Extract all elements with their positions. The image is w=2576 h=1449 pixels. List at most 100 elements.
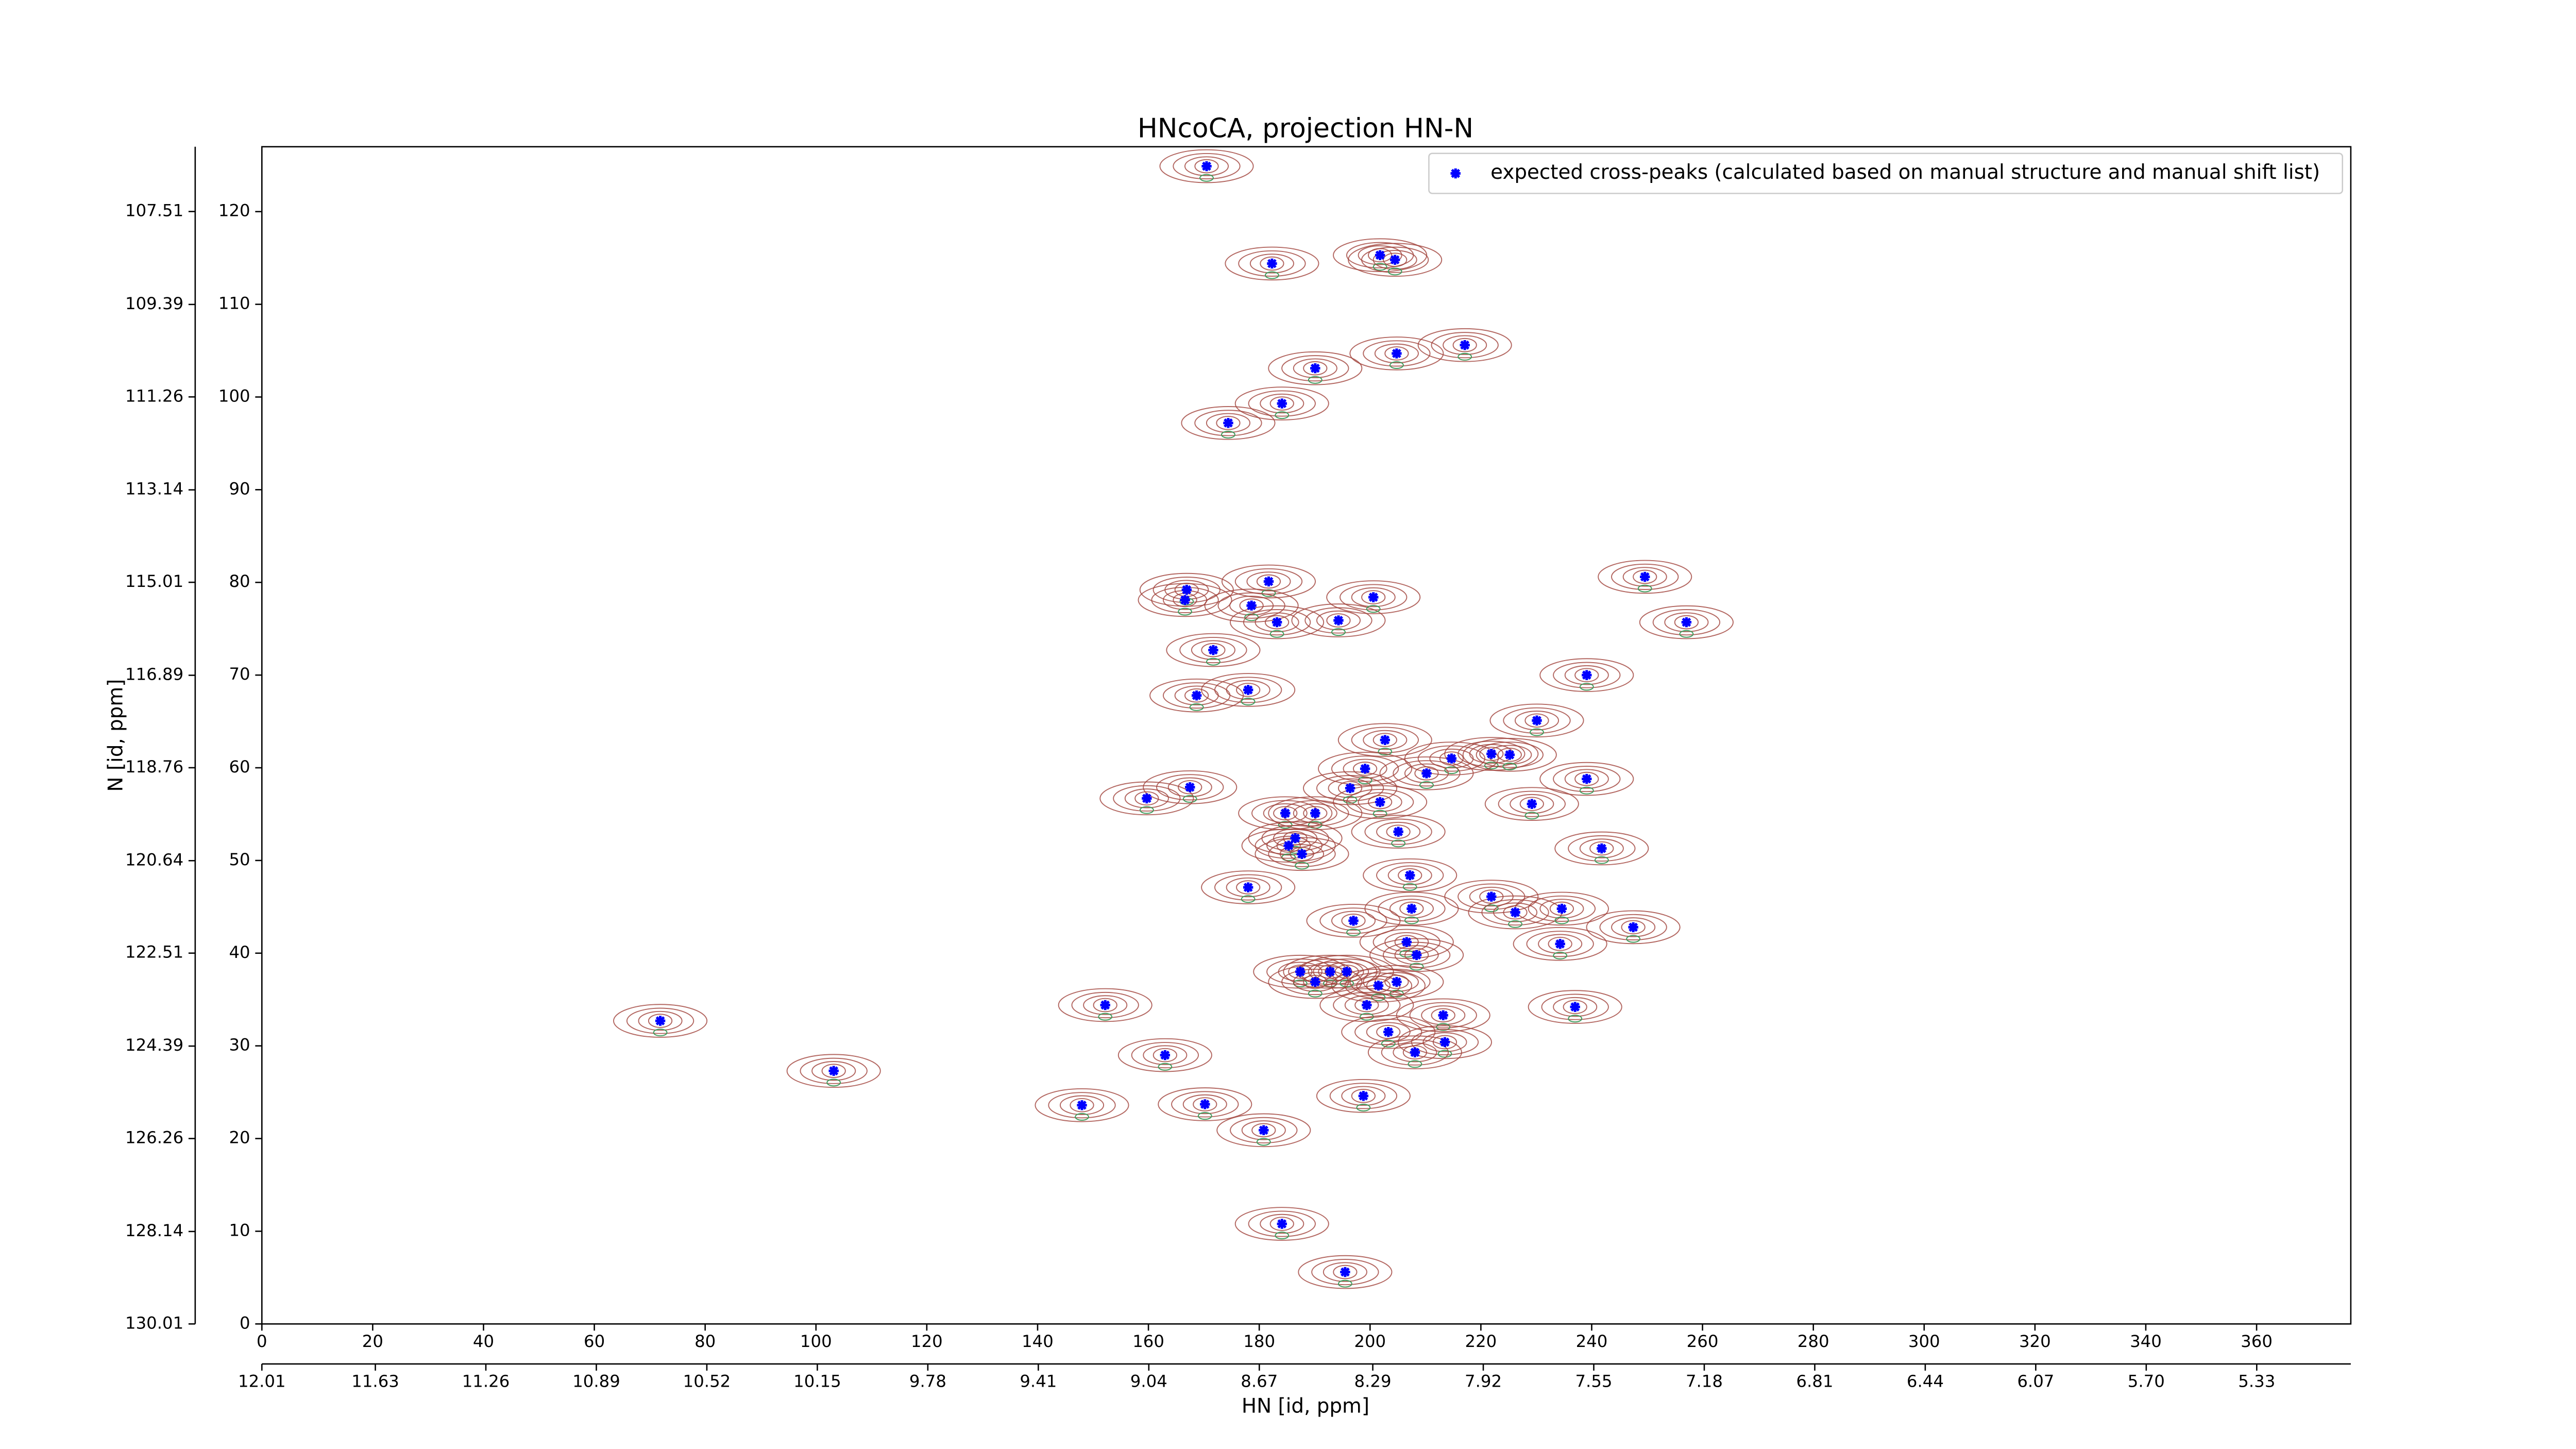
- peak-contour: [1181, 406, 1276, 440]
- x2-tick-label: 5.33: [2238, 1372, 2275, 1391]
- peak-contour: [1514, 711, 1560, 731]
- peak-marker: [1486, 749, 1497, 759]
- y2-tick-label: 130.01: [125, 1313, 183, 1333]
- y2-tick-label: 115.01: [125, 571, 183, 591]
- peak-contour: [1443, 335, 1487, 355]
- peak-marker: [1280, 808, 1291, 818]
- peak-contour: [1462, 737, 1557, 772]
- peak-contour-neg: [1391, 839, 1406, 848]
- peak-contour-neg: [1275, 411, 1290, 419]
- peak-contour: [1178, 780, 1202, 795]
- y2-tick-label: 118.76: [125, 757, 183, 777]
- peak-contour: [1539, 658, 1634, 692]
- peak-contour: [1159, 149, 1254, 183]
- peak-contour: [1255, 832, 1323, 859]
- peak-marker: [1191, 690, 1202, 701]
- contour-layer: [613, 149, 1734, 1289]
- peak-contour: [1548, 936, 1572, 951]
- peak-contour: [1564, 769, 1609, 789]
- peak-contour: [1249, 254, 1294, 274]
- peak-contour: [1376, 862, 1444, 889]
- x2-tick-label: 9.41: [1020, 1372, 1057, 1391]
- peak-contour-neg: [1508, 920, 1522, 928]
- peak-contour: [1182, 1094, 1227, 1115]
- y2-tick-label: 122.51: [125, 942, 183, 962]
- peak-contour: [1221, 564, 1316, 599]
- peak-contour: [800, 1057, 868, 1084]
- peak-contour: [1268, 965, 1363, 999]
- peak-contour: [1539, 762, 1634, 796]
- peak-contour: [1361, 590, 1386, 604]
- peak-contour: [1586, 910, 1681, 945]
- peak-contour-neg: [1626, 935, 1641, 943]
- peak-contour: [1153, 1048, 1177, 1063]
- peak-marker: [1582, 670, 1592, 680]
- y-tick-label: 110: [218, 294, 250, 313]
- peak-contour-neg: [1295, 862, 1309, 870]
- peak-contour: [1236, 683, 1261, 697]
- peak-contour: [1374, 343, 1419, 364]
- peak-contour: [1226, 680, 1270, 700]
- peak-contour: [1379, 756, 1474, 790]
- peak-marker: [1272, 617, 1282, 628]
- y-axis-label: N [id, ppm]: [104, 679, 127, 792]
- peak-contour-neg: [1241, 895, 1256, 903]
- peak-contour: [1344, 972, 1413, 999]
- peak-marker: [1310, 363, 1320, 374]
- peak-contour: [1329, 1083, 1398, 1109]
- peak-contour: [1248, 1210, 1316, 1237]
- peak-marker: [1181, 584, 1192, 595]
- peak-contour: [1622, 567, 1667, 587]
- peak-contour: [1193, 1097, 1217, 1111]
- peak-contour: [1389, 899, 1434, 919]
- x2-tick-label: 10.15: [793, 1372, 841, 1391]
- peak-marker: [1368, 592, 1379, 602]
- peak-contour: [1340, 584, 1408, 611]
- peak-contour: [1293, 358, 1337, 378]
- peak-contour: [1241, 1120, 1286, 1140]
- peak-contour: [1431, 1008, 1455, 1023]
- peak-contour: [1279, 844, 1325, 864]
- peak-contour: [1489, 703, 1584, 738]
- peak-contour-neg: [1381, 1039, 1396, 1048]
- peak-contour: [1333, 1265, 1358, 1279]
- peak-marker: [1348, 916, 1359, 926]
- peak-marker: [1208, 645, 1218, 655]
- peak-contour: [1302, 771, 1398, 805]
- peak-contour: [1429, 748, 1474, 769]
- y2-tick-label: 124.39: [125, 1035, 183, 1055]
- peak-contour: [1417, 328, 1512, 362]
- peak-contour: [1194, 159, 1219, 174]
- peak-contour: [1497, 748, 1522, 762]
- peak-contour-neg: [1337, 1279, 1352, 1288]
- peak-contour: [626, 1007, 694, 1034]
- peak-contour: [1354, 998, 1379, 1013]
- peak-contour: [1598, 560, 1692, 594]
- peak-marker: [1570, 1002, 1580, 1012]
- peak-contour: [1553, 662, 1621, 688]
- peak-marker: [1628, 922, 1638, 933]
- peak-contour: [1255, 837, 1349, 871]
- x2-tick-label: 9.04: [1130, 1372, 1167, 1391]
- peak-marker: [1295, 967, 1306, 977]
- peak-marker: [1439, 1037, 1450, 1048]
- peak-contour: [1351, 815, 1446, 849]
- peak-contour: [1173, 153, 1241, 180]
- marks-layer: [655, 161, 1692, 1277]
- peak-marker: [1556, 903, 1567, 914]
- peak-contour: [1538, 934, 1583, 954]
- peak-marker: [1504, 750, 1515, 760]
- peak-contour: [1513, 926, 1607, 961]
- peak-contour: [1364, 818, 1432, 845]
- peak-contour: [1230, 605, 1325, 639]
- x-tick-label: 160: [1132, 1332, 1164, 1351]
- peak-contour-neg: [1484, 762, 1499, 770]
- x-tick-label: 220: [1465, 1332, 1497, 1351]
- y2-tick-label: 113.14: [125, 479, 183, 499]
- peak-contour: [1393, 1042, 1437, 1063]
- plot-frame: [261, 146, 2352, 1325]
- peak-contour: [1503, 707, 1571, 734]
- x-tick-label: 260: [1687, 1332, 1719, 1351]
- peak-contour: [1396, 998, 1490, 1033]
- peak-marker: [1360, 764, 1370, 774]
